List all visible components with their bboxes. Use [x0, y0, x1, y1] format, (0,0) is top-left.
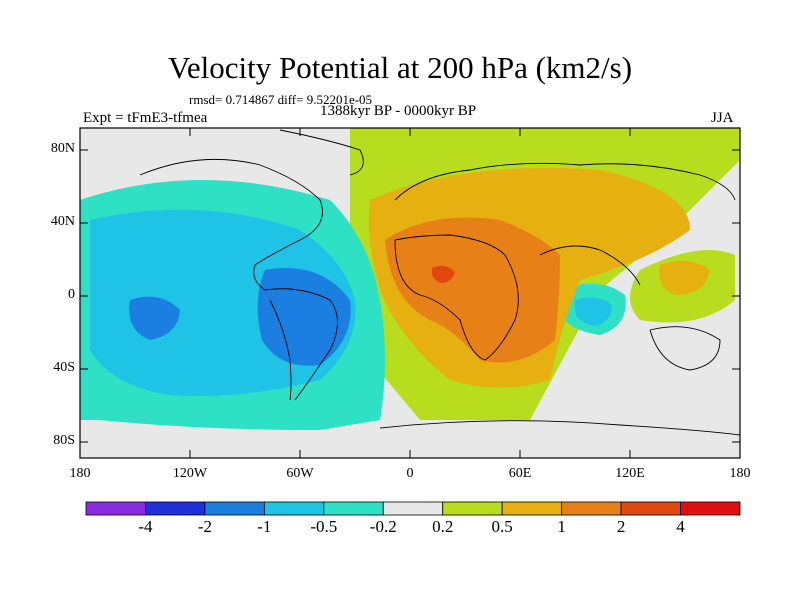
colorbar-label: -0.2 [358, 517, 408, 537]
colorbar-swatch [502, 502, 561, 515]
colorbar-label: -1 [239, 517, 289, 537]
colorbar-label: -2 [180, 517, 230, 537]
colorbar-label: 1 [537, 517, 587, 537]
colorbar-label: 4 [656, 517, 706, 537]
colorbar-label: 0.5 [477, 517, 527, 537]
colorbar-swatch [443, 502, 502, 515]
colorbar-swatch [205, 502, 264, 515]
colorbar-swatch [324, 502, 383, 515]
colorbar-swatch [383, 502, 442, 515]
colorbar-label: 0.2 [418, 517, 468, 537]
colorbar-label: -4 [120, 517, 170, 537]
colorbar-swatch [145, 502, 204, 515]
colorbar-swatch [681, 502, 740, 515]
colorbar-label: -0.5 [299, 517, 349, 537]
colorbar-swatch [621, 502, 680, 515]
colorbar-swatch [86, 502, 145, 515]
colorbar-swatch [264, 502, 323, 515]
colorbar-swatch [562, 502, 621, 515]
colorbar-label: 2 [596, 517, 646, 537]
